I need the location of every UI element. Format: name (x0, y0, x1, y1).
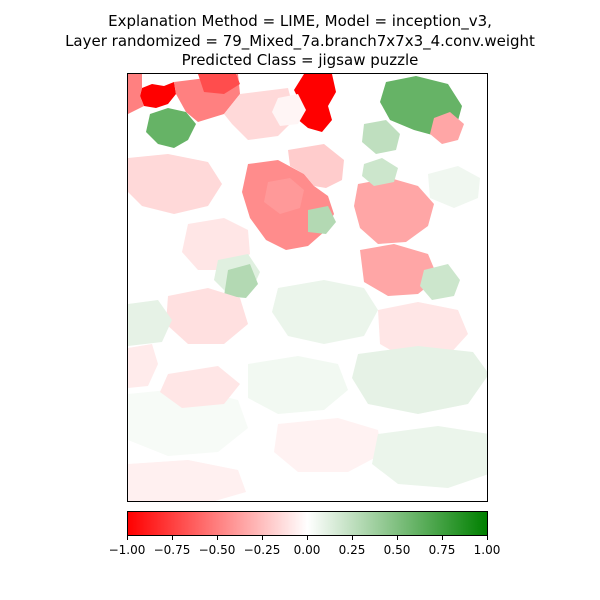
colorbar-tick-label-8: 1.00 (473, 543, 501, 557)
superpixel-3 (146, 108, 196, 148)
colorbar-tick-mark-4 (307, 536, 308, 540)
superpixel-33 (428, 166, 480, 208)
superpixel-1 (294, 74, 336, 132)
superpixel-15 (420, 264, 460, 300)
superpixel-10 (362, 158, 398, 186)
superpixel-35 (308, 206, 336, 234)
superpixel-30 (372, 426, 487, 488)
chart-title-line-2: Layer randomized = 79_Mixed_7a.branch7x7… (65, 32, 535, 50)
superpixel-25 (248, 356, 348, 414)
superpixel-32 (272, 94, 306, 126)
superpixel-20 (166, 288, 248, 344)
superpixel-28 (160, 366, 240, 408)
colorbar-tick-label-5: 0.25 (338, 543, 366, 557)
superpixel-27 (352, 346, 487, 414)
colorbar-tick-mark-8 (487, 536, 488, 540)
superpixel-14 (360, 244, 438, 296)
superpixel-16 (128, 154, 222, 214)
colorbar-tick-label-1: −0.75 (153, 543, 191, 557)
colorbar-tick-mark-7 (442, 536, 443, 540)
colorbar-tick-label-2: −0.50 (198, 543, 236, 557)
superpixel-0 (140, 82, 176, 108)
colorbar-tick-label-3: −0.25 (243, 543, 281, 557)
superpixel-8 (430, 112, 464, 144)
superpixel-13 (198, 74, 240, 94)
chart-title-line-1: Explanation Method = LIME, Model = incep… (108, 12, 492, 30)
colorbar (127, 511, 488, 536)
colorbar-tick-label-7: 0.75 (428, 543, 456, 557)
superpixel-9 (362, 120, 400, 154)
superpixel-4 (128, 74, 144, 114)
chart-title-line-3: Predicted Class = jigsaw puzzle (181, 51, 419, 69)
superpixel-21 (272, 280, 378, 344)
superpixel-23 (128, 300, 172, 346)
superpixel-29 (274, 418, 382, 472)
colorbar-tick-mark-1 (172, 536, 173, 540)
superpixel-7 (354, 178, 434, 244)
superpixel-31 (128, 460, 246, 501)
colorbar-tick-mark-6 (397, 536, 398, 540)
superpixel-19 (224, 264, 258, 298)
superpixel-22 (378, 302, 468, 360)
superpixel-26 (128, 388, 248, 456)
superpixel-heatmap (128, 74, 487, 501)
colorbar-tick-label-6: 0.50 (383, 543, 411, 557)
colorbar-tick-mark-3 (262, 536, 263, 540)
colorbar-tick-label-4: 0.00 (293, 543, 321, 557)
superpixel-12 (288, 144, 344, 188)
colorbar-tick-label-0: −1.00 (108, 543, 146, 557)
colorbar-tick-mark-5 (352, 536, 353, 540)
colorbar-tick-mark-0 (127, 536, 128, 540)
lime-attribution-map (127, 73, 488, 502)
superpixel-24 (128, 344, 158, 388)
superpixel-34 (264, 178, 304, 214)
colorbar-tick-mark-2 (217, 536, 218, 540)
